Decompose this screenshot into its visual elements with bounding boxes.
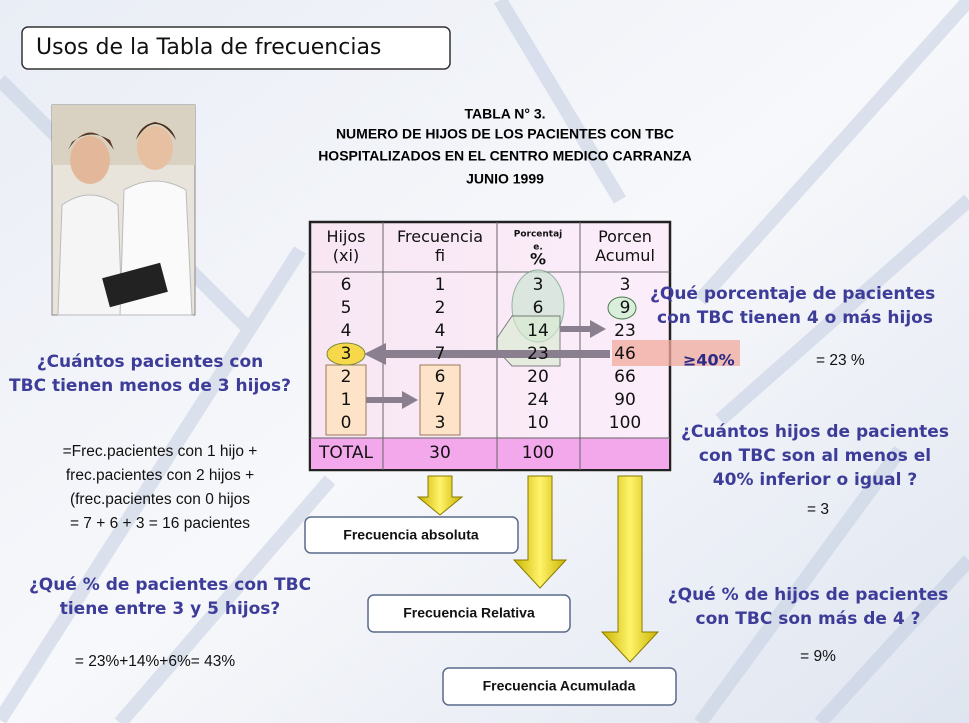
label-boxes [304, 516, 677, 706]
answer: = 23%+14%+6%= 43% [75, 653, 236, 670]
title-box [21, 26, 451, 70]
table-cell: 14 [527, 321, 549, 341]
header-cell: fi [435, 246, 445, 265]
table-cell: 3 [533, 275, 544, 295]
table-cell: 3 [435, 413, 446, 433]
total-cell: 30 [429, 443, 451, 463]
label: Frecuencia Acumulada [483, 678, 636, 694]
header-cell: % [530, 250, 546, 269]
header-cell: Porcentaj [514, 230, 563, 240]
table-cell: 6 [435, 367, 446, 387]
table-cell: 3 [341, 344, 352, 364]
question: TBC tienen menos de 3 hijos? [9, 376, 291, 396]
table-frame [308, 220, 672, 472]
question: con TBC son más de 4 ? [696, 609, 921, 629]
question: ¿Qué % de hijos de pacientes [668, 585, 948, 605]
table-cell: 1 [341, 390, 352, 410]
question: ¿Qué % de pacientes con TBC [29, 575, 311, 595]
table-cell: 3 [620, 275, 631, 295]
caption: HOSPITALIZADOS EN EL CENTRO MEDICO CARRA… [318, 148, 692, 164]
table-cell: 1 [435, 275, 446, 295]
table-cell: 2 [341, 367, 352, 387]
table-cell: 5 [341, 298, 352, 318]
table-cell: 24 [527, 390, 549, 410]
answer: = 23 % [816, 352, 865, 369]
header-cell: Porcen [598, 227, 652, 246]
table-cell: 7 [435, 344, 446, 364]
answer: = 7 + 6 + 3 = 16 pacientes [70, 515, 250, 532]
highlight: ≥40% [683, 351, 735, 370]
question: ¿Qué porcentaje de pacientes [650, 284, 935, 304]
question: ¿Cuántos hijos de pacientes [681, 422, 949, 442]
answer: = 9% [800, 648, 836, 665]
table-cell: 23 [527, 344, 549, 364]
table-cell: 20 [527, 367, 549, 387]
table-cell: 6 [533, 298, 544, 318]
header-cell: Acumul [595, 246, 655, 265]
table-cell: 9 [620, 298, 631, 318]
label: Frecuencia Relativa [403, 605, 535, 621]
label: Frecuencia absoluta [343, 527, 479, 543]
table-cell: 7 [435, 390, 446, 410]
question: 40% inferior o igual ? [713, 470, 917, 490]
answer: =Frec.pacientes con 1 hijo + [63, 443, 258, 460]
header-cell: Frecuencia [397, 227, 483, 246]
table-cell: 4 [435, 321, 446, 341]
table-cell: 46 [614, 344, 636, 364]
table-cell: 4 [341, 321, 352, 341]
table-cell: 100 [609, 413, 641, 433]
table-cell: 0 [341, 413, 352, 433]
answer: frec.pacientes con 2 hijos + [66, 467, 254, 484]
table-cell: 90 [614, 390, 636, 410]
title: Usos de la Tabla de frecuencias [36, 35, 381, 60]
header-cell: Hijos [326, 227, 365, 246]
caption: JUNIO 1999 [466, 171, 544, 187]
question: con TBC son al menos el [699, 446, 931, 466]
header-cell: (xi) [333, 246, 359, 265]
table-cell: 10 [527, 413, 549, 433]
table-cell: 2 [435, 298, 446, 318]
arrows [416, 475, 660, 663]
answer: (frec.pacientes con 0 hijos [70, 491, 250, 508]
caption: NUMERO DE HIJOS DE LOS PACIENTES CON TBC [336, 126, 674, 142]
answer: = 3 [807, 501, 829, 518]
question: con TBC tienen 4 o más hijos [657, 308, 933, 328]
photo [51, 104, 196, 316]
annotations [325, 269, 740, 436]
question: ¿Cuántos pacientes con [37, 352, 264, 372]
table-cell: 66 [614, 367, 636, 387]
header-cell: e. [533, 243, 543, 253]
table-cell: 6 [341, 275, 352, 295]
total-cell: 100 [522, 443, 554, 463]
caption: TABLA N° 3. [464, 106, 545, 122]
table-cell: 23 [614, 321, 636, 341]
question: tiene entre 3 y 5 hijos? [60, 599, 281, 619]
total-cell: TOTAL [318, 443, 373, 463]
